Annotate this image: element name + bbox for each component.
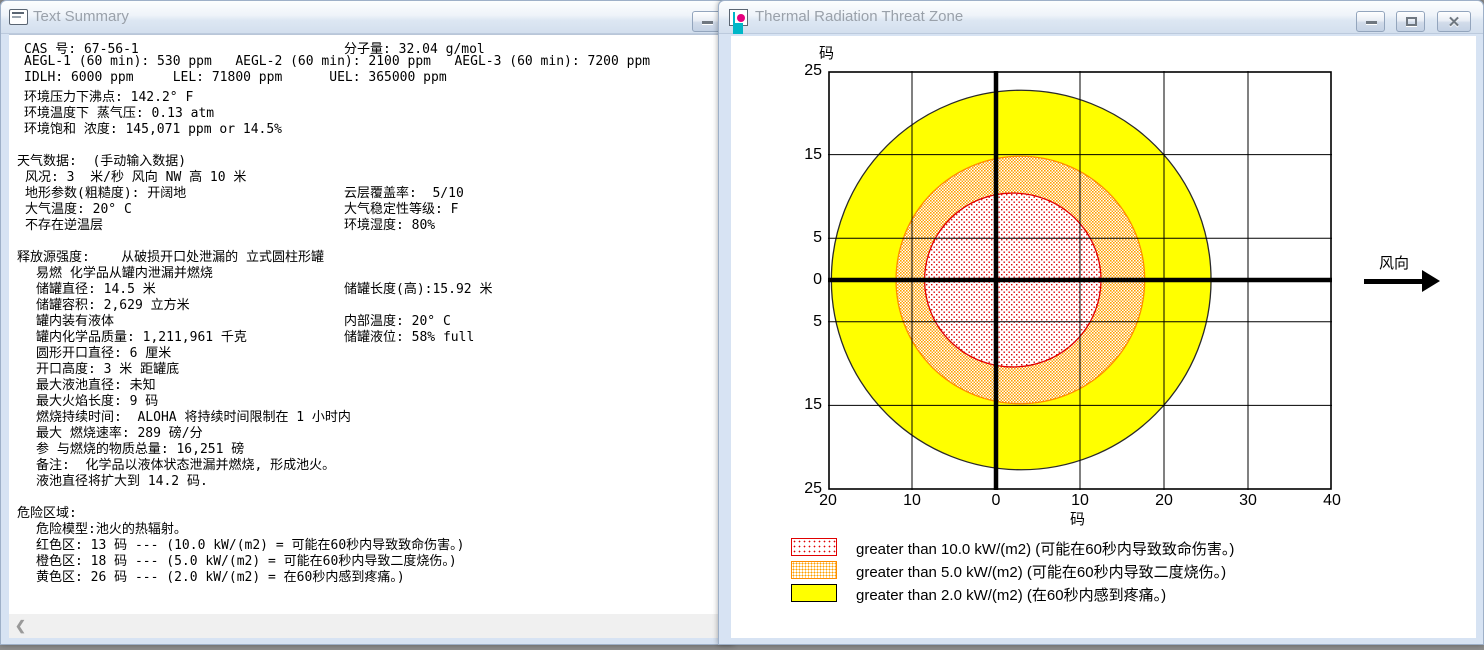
wind-arrowhead-icon <box>1422 270 1440 292</box>
summary-line: 燃烧持续时间: ALOHA 将持续时间限制在 1 小时内 <box>36 410 351 425</box>
summary-line: 环境温度下 蒸气压: 0.13 atm <box>24 106 215 121</box>
x-tick-label: 20 <box>819 492 837 509</box>
summary-line: 危险区域: <box>17 506 77 521</box>
maximize-icon <box>1405 16 1417 26</box>
summary-line: CAS 号: 67-56-1 分子量: 32.04 g/mol <box>24 42 485 57</box>
wind-arrow-icon <box>1364 279 1422 284</box>
minimize-button[interactable] <box>692 11 721 32</box>
y-tick-label: 25 <box>804 480 822 497</box>
summary-line: 罐内化学品质量: 1,211,961 千克 储罐液位: 58% full <box>36 330 475 345</box>
summary-line: 天气数据: (手动输入数据) <box>17 154 187 169</box>
summary-line: 最大 燃烧速率: 289 磅/分 <box>36 426 203 441</box>
summary-line: 参 与燃烧的物质总量: 16,251 磅 <box>36 442 245 457</box>
x-tick-label: 20 <box>1155 492 1173 509</box>
x-tick-label: 30 <box>1239 492 1257 509</box>
summary-line: 储罐容积: 2,629 立方米 <box>36 298 190 313</box>
y-tick-label: 25 <box>804 62 822 79</box>
window-title: Thermal Radiation Threat Zone <box>755 8 964 25</box>
window-title: Text Summary <box>33 8 129 25</box>
minimize-icon <box>1365 20 1377 24</box>
x-tick-label: 40 <box>1323 492 1341 509</box>
maximize-button[interactable] <box>1396 11 1425 32</box>
summary-line: 液池直径将扩大到 14.2 码. <box>36 474 208 489</box>
summary-line <box>9 230 735 246</box>
threat-zone-canvas <box>828 71 1332 490</box>
text-summary-titlebar[interactable]: Text Summary <box>1 1 733 34</box>
x-tick-label: 10 <box>1071 492 1089 509</box>
summary-line: 地形参数(粗糙度): 开阔地 云层覆盖率: 5/10 <box>25 186 464 201</box>
horizontal-scrollbar[interactable]: ❮ <box>9 614 735 638</box>
legend-swatch-yellow-solid <box>791 584 837 602</box>
summary-line: 备注: 化学品以液体状态泄漏并燃烧, 形成池火。 <box>36 458 336 473</box>
summary-line: 大气温度: 20° C 大气稳定性等级: F <box>25 202 459 217</box>
close-icon: ✕ <box>1447 14 1461 31</box>
close-button[interactable]: ✕ <box>1437 11 1471 32</box>
x-axis-unit-label: 码 <box>1070 511 1086 528</box>
scroll-left-icon[interactable]: ❮ <box>15 618 26 633</box>
text-summary-content: CAS 号: 67-56-1 分子量: 32.04 g/mol AEGL-1 (60… <box>9 34 735 614</box>
summary-line: IDLH: 6000 ppm LEL: 71800 ppm UEL: 36500… <box>24 70 447 85</box>
summary-line: 不存在逆温层 环境湿度: 80% <box>25 218 436 233</box>
x-tick-label: 10 <box>903 492 921 509</box>
x-tick-label: 0 <box>991 492 1001 509</box>
summary-line: 最大火焰长度: 9 码 <box>36 394 159 409</box>
minimize-icon <box>701 20 713 24</box>
wind-direction-label: 风向 <box>1379 255 1410 272</box>
summary-line: 红色区: 13 码 --- (10.0 kW/(m2) = 可能在60秒内导致致… <box>36 538 465 553</box>
y-tick-label: 5 <box>813 229 822 247</box>
summary-line: 风况: 3 米/秒 风向 NW 高 10 米 <box>25 170 247 185</box>
text-document-icon <box>9 9 28 25</box>
legend-label: greater than 10.0 kW/(m2) (可能在60秒内导致致命伤害… <box>856 541 1235 558</box>
plot-border <box>828 71 1332 490</box>
text-summary-lines: CAS 号: 67-56-1 分子量: 32.04 g/mol AEGL-1 (60… <box>9 38 735 585</box>
legend-label: greater than 2.0 kW/(m2) (在60秒内感到疼痛。) <box>856 587 1167 604</box>
summary-line: 易燃 化学品从罐内泄漏并燃烧 <box>36 266 213 281</box>
wind-direction-indicator: 风向 <box>1364 252 1440 292</box>
y-axis-unit-label: 码 <box>819 45 835 62</box>
text-summary-window: Text Summary CAS 号: 67-56-1 分子量: 32.04 g/… <box>0 0 735 645</box>
summary-line: 最大液池直径: 未知 <box>36 378 156 393</box>
summary-line: 罐内装有液体 内部温度: 20° C <box>36 314 451 329</box>
summary-line: 储罐直径: 14.5 米储罐长度(高):15.92 米 <box>36 282 493 297</box>
threat-zone-window: Thermal Radiation Threat Zone ✕ 码 <box>718 0 1484 645</box>
summary-line <box>9 486 735 502</box>
summary-line: 释放源强度: 从破损开口处泄漏的 立式圆柱形罐 <box>17 250 324 265</box>
summary-line: 开口高度: 3 米 距罐底 <box>36 362 180 377</box>
legend-swatch-red-dots <box>791 538 837 556</box>
summary-line: 黄色区: 26 码 --- (2.0 kW/(m2) = 在60秒内感到疼痛。) <box>36 570 405 585</box>
threat-zone-titlebar[interactable]: Thermal Radiation Threat Zone ✕ <box>719 1 1483 34</box>
summary-line: AEGL-1 (60 min): 530 ppm AEGL-2 (60 min)… <box>24 54 651 69</box>
summary-line: 危险模型:池火的热辐射。 <box>36 522 187 537</box>
y-tick-label: 15 <box>804 396 822 414</box>
legend-label: greater than 5.0 kW/(m2) (可能在60秒内导致二度烧伤。… <box>856 564 1227 581</box>
summary-line <box>9 134 735 150</box>
summary-line: 环境饱和 浓度: 145,071 ppm or 14.5% <box>24 122 283 137</box>
legend-swatch-orange-dots <box>791 561 837 579</box>
plot-gridlines <box>828 71 1332 490</box>
y-tick-label: 15 <box>804 145 822 163</box>
summary-line: 圆形开口直径: 6 厘米 <box>36 346 172 361</box>
threat-plot-icon <box>729 9 748 26</box>
y-tick-label: 5 <box>813 312 822 330</box>
threat-zone-plot: 码 25 15 5 0 5 15 25 <box>731 36 1476 638</box>
y-tick-label: 0 <box>813 271 822 288</box>
summary-line: 橙色区: 18 码 --- (5.0 kW/(m2) = 可能在60秒内导致二度… <box>36 554 457 569</box>
minimize-button[interactable] <box>1356 11 1385 32</box>
threat-zone-content: 码 25 15 5 0 5 15 25 <box>731 36 1476 638</box>
summary-line: 环境压力下沸点: 142.2° F <box>24 90 194 105</box>
